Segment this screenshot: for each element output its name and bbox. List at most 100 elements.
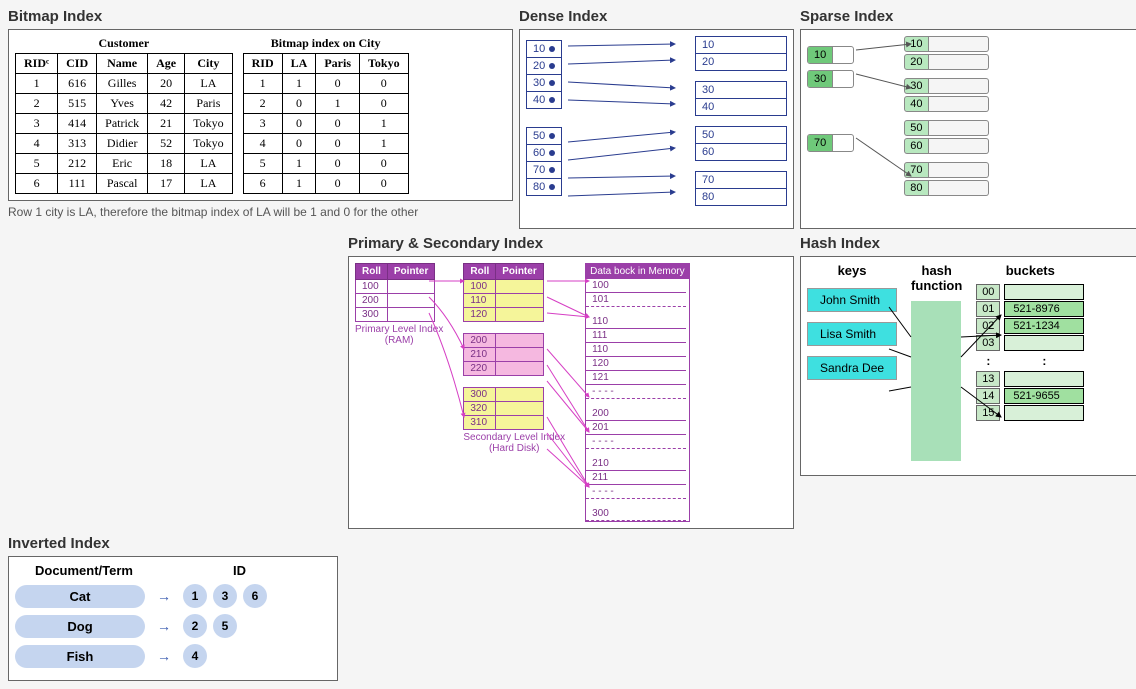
hash-label-keys: keys xyxy=(807,263,897,278)
sparse-index-panel: Sparse Index 103070 1020304050607080 xyxy=(800,8,1136,229)
hash-bucket: 00 xyxy=(976,284,1084,300)
cell: 0 xyxy=(316,174,360,194)
sparse-box: 103070 1020304050607080 xyxy=(800,29,1136,229)
ps-sec-row: 200 xyxy=(464,334,543,348)
cell: 111 xyxy=(58,174,97,194)
dense-idx-cell: 60 xyxy=(527,145,561,162)
hash-bucket: 03 xyxy=(976,335,1084,351)
cell: 2 xyxy=(16,94,58,114)
cell: 18 xyxy=(148,154,185,174)
dense-idx-cell: 70 xyxy=(527,162,561,179)
ps-sec-row: 310 xyxy=(464,416,543,430)
dense-data-block: 7080 xyxy=(695,171,787,206)
inverted-id: 2 xyxy=(183,614,207,638)
col-hdr: CID xyxy=(58,54,97,74)
cell: LA xyxy=(185,154,233,174)
ps-hdr-pointer2: Pointer xyxy=(496,264,543,280)
sparse-data-row: 10 xyxy=(904,36,988,52)
ps-mem-hdr: Data bock in Memory xyxy=(586,264,688,279)
col-hdr: City xyxy=(185,54,233,74)
hash-key: Lisa Smith xyxy=(807,322,897,346)
cell: 0 xyxy=(316,114,360,134)
cell: 0 xyxy=(360,74,409,94)
ps-mem-row: - - - - xyxy=(586,385,686,399)
cell: LA xyxy=(185,74,233,94)
cell: 616 xyxy=(58,74,97,94)
ps-title: Primary & Secondary Index xyxy=(348,235,794,252)
ps-sec-row: 320 xyxy=(464,402,543,416)
dense-idx-cell: 40 xyxy=(527,92,561,108)
ps-mem-row: 120 xyxy=(586,357,686,371)
dense-idx-cell: 50 xyxy=(527,128,561,145)
dense-data-cell: 50 xyxy=(696,127,786,144)
cell: 1 xyxy=(360,134,409,154)
cell: 52 xyxy=(148,134,185,154)
inv-hdr-term: Document/Term xyxy=(35,563,133,578)
ps-sec-row: 300 xyxy=(464,388,543,402)
cell: 4 xyxy=(16,134,58,154)
dense-idx-cell: 80 xyxy=(527,179,561,195)
bitmap-note: Row 1 city is LA, therefore the bitmap i… xyxy=(8,205,513,219)
ps-hdr-roll: Roll xyxy=(356,264,388,280)
inverted-id: 3 xyxy=(213,584,237,608)
ps-mem-row: 211 xyxy=(586,471,686,485)
cell: 0 xyxy=(360,94,409,114)
cell: Tokyo xyxy=(185,114,233,134)
cell: 1 xyxy=(316,94,360,114)
ps-primary-label: Primary Level Index (RAM) xyxy=(355,324,443,346)
ps-primary-table: RollPointer 100200300 xyxy=(355,263,435,322)
ps-mem-row: 101 xyxy=(586,293,686,307)
cell: 2 xyxy=(243,94,282,114)
inverted-id: 4 xyxy=(183,644,207,668)
inverted-box: Document/Term ID Cat → 136 Dog → 25 Fish… xyxy=(8,556,338,681)
hash-bucket: 01521-8976 xyxy=(976,301,1084,317)
inverted-index-panel: Inverted Index Document/Term ID Cat → 13… xyxy=(8,535,513,681)
cell: 515 xyxy=(58,94,97,114)
ps-mem-row: 110 xyxy=(586,315,686,329)
cell: 313 xyxy=(58,134,97,154)
col-hdr: Age xyxy=(148,54,185,74)
hash-label-buckets: buckets xyxy=(976,263,1084,278)
sparse-key: 30 xyxy=(807,70,854,88)
customer-table: RIDᶜCIDNameAgeCity 1616Gilles20LA2515Yve… xyxy=(15,53,233,194)
ps-mem-row: 201 xyxy=(586,421,686,435)
cell: Paris xyxy=(185,94,233,114)
cell: 17 xyxy=(148,174,185,194)
ps-mem-row: 111 xyxy=(586,329,686,343)
cell: 0 xyxy=(360,174,409,194)
ps-mem-row: 110 xyxy=(586,343,686,357)
cell: 1 xyxy=(282,174,316,194)
cell: 20 xyxy=(148,74,185,94)
cell: 3 xyxy=(243,114,282,134)
ps-mem-row: 100 xyxy=(586,279,686,293)
cell: 0 xyxy=(282,134,316,154)
sparse-data-block: 7080 xyxy=(904,162,988,196)
cell: Pascal xyxy=(97,174,148,194)
bitmap-title: Bitmap Index xyxy=(8,8,513,25)
dense-data-block: 1020 xyxy=(695,36,787,71)
ps-mem-row: 210 xyxy=(586,457,686,471)
dense-data-cell: 20 xyxy=(696,54,786,70)
sparse-key: 70 xyxy=(807,134,854,152)
ps-memory-block: Data bock in Memory 10010111011111012012… xyxy=(585,263,689,522)
ps-mem-row: - - - - xyxy=(586,485,686,499)
inverted-title: Inverted Index xyxy=(8,535,513,552)
cell: 3 xyxy=(16,114,58,134)
sparse-key: 10 xyxy=(807,46,854,64)
hash-index-panel: Hash Index keys John SmithLisa SmithSand… xyxy=(800,235,1136,529)
sparse-data-block: 3040 xyxy=(904,78,988,112)
cell: 5 xyxy=(243,154,282,174)
cell: 4 xyxy=(243,134,282,154)
dense-index-block: 50607080 xyxy=(526,127,562,196)
dense-data-cell: 10 xyxy=(696,37,786,54)
cell: 0 xyxy=(316,134,360,154)
ps-mem-row: 121 xyxy=(586,371,686,385)
cell: 6 xyxy=(16,174,58,194)
ps-prim-row: 300 xyxy=(356,308,435,322)
ps-hdr-roll2: Roll xyxy=(464,264,496,280)
col-hdr: LA xyxy=(282,54,316,74)
dense-idx-cell: 30 xyxy=(527,75,561,92)
hash-title: Hash Index xyxy=(800,235,1136,252)
sparse-data-row: 70 xyxy=(904,162,988,178)
inverted-row: Dog → 25 xyxy=(15,614,331,638)
